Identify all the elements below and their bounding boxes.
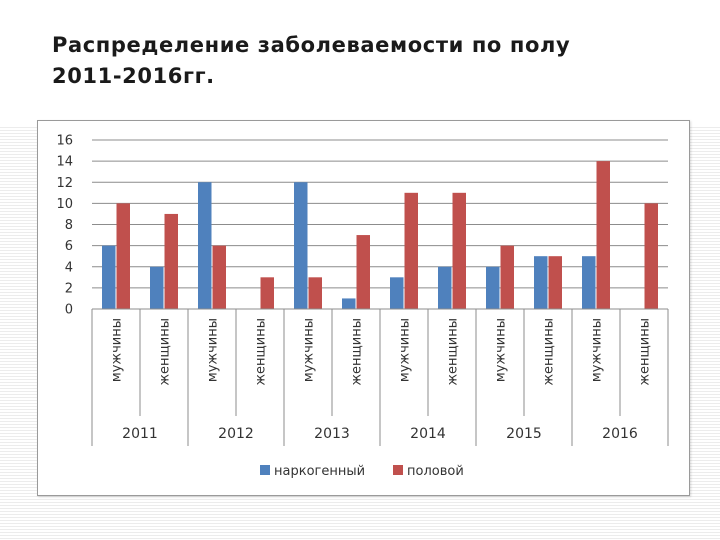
bar-narcogenic [198, 182, 212, 309]
y-tick-label: 10 [56, 197, 73, 212]
bar-sexual [644, 203, 658, 309]
year-label: 2014 [410, 426, 446, 442]
year-label: 2015 [506, 426, 542, 442]
y-tick-label: 6 [65, 239, 73, 254]
bar-sexual [260, 277, 274, 309]
legend-label: половой [407, 464, 464, 479]
year-label: 2012 [218, 426, 254, 442]
slide-title: Распределение заболеваемости по полу 201… [52, 30, 692, 92]
year-label: 2016 [602, 426, 638, 442]
bar-sexual [308, 277, 322, 309]
year-label: 2013 [314, 426, 350, 442]
bar-narcogenic [534, 256, 548, 309]
category-label: женщины [158, 318, 173, 386]
bar-narcogenic [438, 266, 452, 309]
bar-narcogenic [342, 298, 356, 309]
category-label: женщины [254, 318, 269, 386]
category-label: женщины [638, 318, 653, 386]
category-label: мужчины [110, 318, 125, 382]
legend-label: наркогенный [274, 464, 365, 479]
category-label: мужчины [302, 318, 317, 382]
bar-narcogenic [390, 277, 404, 309]
y-tick-label: 2 [65, 281, 73, 296]
bar-narcogenic [294, 182, 308, 309]
year-label: 2011 [122, 426, 158, 442]
slide-title-line2: 2011-2016гг. [52, 64, 215, 88]
legend-swatch [260, 465, 270, 475]
bar-narcogenic [582, 256, 596, 309]
bar-sexual [452, 192, 466, 309]
bar-sexual [500, 245, 514, 309]
category-label: мужчины [398, 318, 413, 382]
bar-narcogenic [150, 266, 164, 309]
bar-narcogenic [102, 245, 116, 309]
bar-sexual [596, 161, 610, 309]
category-label: мужчины [206, 318, 221, 382]
y-tick-label: 16 [56, 134, 73, 149]
category-label: женщины [350, 318, 365, 386]
bar-sexual [116, 203, 130, 309]
category-label: мужчины [494, 318, 509, 382]
bar-sexual [404, 192, 418, 309]
bar-sexual [212, 245, 226, 309]
bar-narcogenic [486, 266, 500, 309]
legend-swatch [393, 465, 403, 475]
y-tick-label: 12 [56, 176, 73, 191]
bar-sexual [164, 213, 178, 309]
y-tick-label: 14 [56, 155, 73, 170]
slide-title-line1: Распределение заболеваемости по полу [52, 33, 571, 57]
y-tick-label: 0 [65, 303, 73, 318]
bar-sexual [548, 256, 562, 309]
y-tick-label: 4 [65, 260, 73, 275]
y-tick-label: 8 [65, 218, 73, 233]
category-label: женщины [446, 318, 461, 386]
category-label: женщины [542, 318, 557, 386]
bar-sexual [356, 235, 370, 309]
category-label: мужчины [590, 318, 605, 382]
